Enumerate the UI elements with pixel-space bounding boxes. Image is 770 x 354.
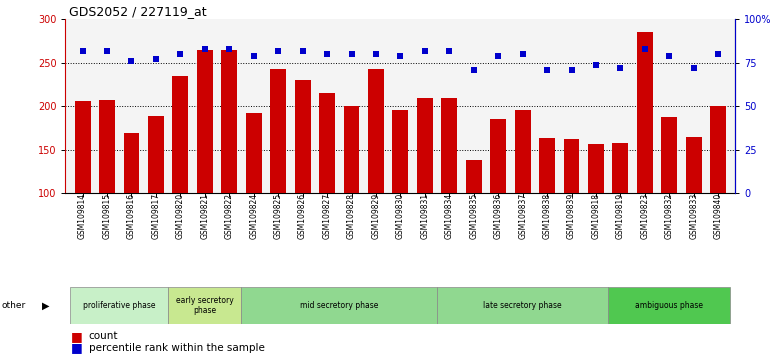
- Point: [223, 46, 236, 52]
- Text: GSM109820: GSM109820: [176, 193, 185, 239]
- Text: GSM109823: GSM109823: [641, 193, 649, 239]
- Point: [296, 48, 309, 53]
- Text: GSM109814: GSM109814: [78, 193, 87, 239]
- Text: GDS2052 / 227119_at: GDS2052 / 227119_at: [69, 5, 207, 18]
- Bar: [466, 160, 482, 280]
- Bar: [70, 287, 168, 324]
- Bar: [608, 287, 731, 324]
- Point: [126, 58, 138, 64]
- Text: GSM109818: GSM109818: [591, 193, 601, 239]
- Bar: [123, 133, 139, 280]
- Point: [76, 48, 89, 53]
- Bar: [242, 287, 437, 324]
- Text: GSM109817: GSM109817: [152, 193, 160, 239]
- Point: [174, 51, 186, 57]
- Text: GSM109829: GSM109829: [371, 193, 380, 239]
- Text: GSM109834: GSM109834: [445, 193, 454, 239]
- Point: [712, 51, 725, 57]
- Text: ■: ■: [71, 342, 82, 354]
- Text: GSM109831: GSM109831: [420, 193, 430, 239]
- Text: mid secretory phase: mid secretory phase: [300, 301, 379, 310]
- Text: ambiguous phase: ambiguous phase: [635, 301, 703, 310]
- Text: ▶: ▶: [42, 300, 50, 310]
- Bar: [99, 100, 115, 280]
- Text: GSM109822: GSM109822: [225, 193, 234, 239]
- Bar: [221, 50, 237, 280]
- Bar: [270, 69, 286, 280]
- Text: GSM109840: GSM109840: [714, 193, 723, 239]
- Text: GSM109830: GSM109830: [396, 193, 405, 239]
- Bar: [710, 106, 726, 280]
- Point: [272, 48, 284, 53]
- Bar: [490, 119, 506, 280]
- Text: count: count: [89, 331, 118, 341]
- Text: GSM109826: GSM109826: [298, 193, 307, 239]
- Point: [247, 53, 259, 59]
- Text: GSM109816: GSM109816: [127, 193, 136, 239]
- Point: [101, 48, 113, 53]
- Text: GSM109833: GSM109833: [689, 193, 698, 239]
- Bar: [319, 93, 335, 280]
- Bar: [686, 137, 701, 280]
- Text: GSM109828: GSM109828: [347, 193, 356, 239]
- Point: [444, 48, 456, 53]
- Text: early secretory
phase: early secretory phase: [176, 296, 233, 315]
- Point: [199, 46, 211, 52]
- Bar: [168, 287, 242, 324]
- Text: percentile rank within the sample: percentile rank within the sample: [89, 343, 264, 353]
- Point: [419, 48, 431, 53]
- Text: GSM109827: GSM109827: [323, 193, 332, 239]
- Point: [565, 67, 578, 73]
- Point: [663, 53, 675, 59]
- Bar: [441, 98, 457, 280]
- Bar: [295, 80, 310, 280]
- Point: [321, 51, 333, 57]
- Point: [345, 51, 357, 57]
- Bar: [368, 69, 384, 280]
- Text: GSM109835: GSM109835: [469, 193, 478, 239]
- Text: GSM109815: GSM109815: [102, 193, 112, 239]
- Text: GSM109821: GSM109821: [200, 193, 209, 239]
- Bar: [564, 139, 580, 280]
- Bar: [172, 76, 189, 280]
- Point: [517, 51, 529, 57]
- Bar: [612, 143, 628, 280]
- Text: GSM109836: GSM109836: [494, 193, 503, 239]
- Text: late secretory phase: late secretory phase: [484, 301, 562, 310]
- Point: [688, 65, 700, 71]
- Text: GSM109832: GSM109832: [665, 193, 674, 239]
- Point: [467, 67, 480, 73]
- Point: [149, 57, 162, 62]
- Text: GSM109837: GSM109837: [518, 193, 527, 239]
- Point: [541, 67, 554, 73]
- Bar: [514, 110, 531, 280]
- Text: GSM109824: GSM109824: [249, 193, 258, 239]
- Text: GSM109838: GSM109838: [543, 193, 551, 239]
- Bar: [393, 110, 408, 280]
- Bar: [661, 116, 678, 280]
- Bar: [637, 33, 653, 280]
- Bar: [588, 144, 604, 280]
- Point: [614, 65, 627, 71]
- Point: [370, 51, 382, 57]
- Text: GSM109839: GSM109839: [567, 193, 576, 239]
- Bar: [437, 287, 608, 324]
- Bar: [197, 50, 213, 280]
- Bar: [539, 138, 555, 280]
- Text: proliferative phase: proliferative phase: [83, 301, 156, 310]
- Text: other: other: [2, 301, 25, 310]
- Text: GSM109819: GSM109819: [616, 193, 625, 239]
- Bar: [417, 98, 433, 280]
- Bar: [75, 101, 91, 280]
- Bar: [246, 113, 262, 280]
- Bar: [148, 116, 164, 280]
- Text: ■: ■: [71, 330, 82, 343]
- Point: [492, 53, 504, 59]
- Bar: [343, 106, 360, 280]
- Text: GSM109825: GSM109825: [273, 193, 283, 239]
- Point: [590, 62, 602, 67]
- Point: [639, 46, 651, 52]
- Point: [394, 53, 407, 59]
